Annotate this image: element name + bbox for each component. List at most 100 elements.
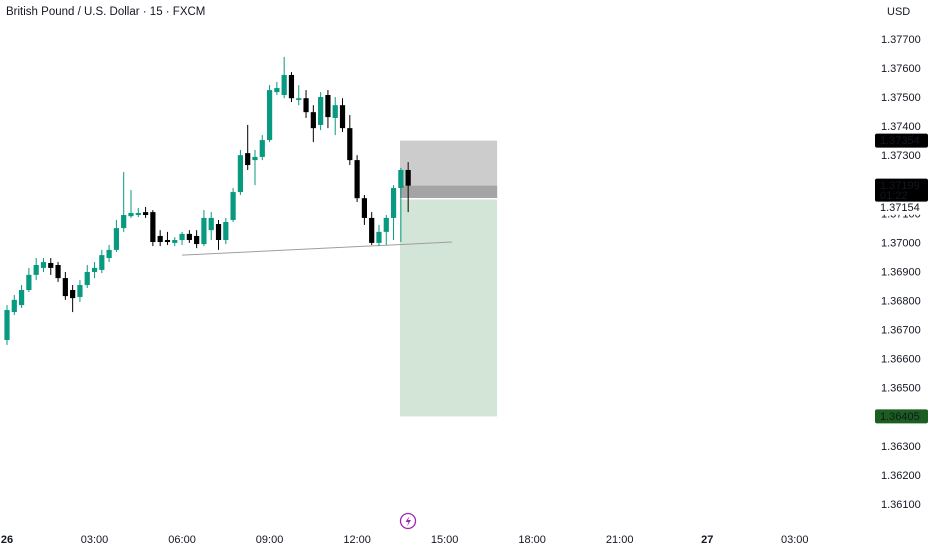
candle-body [40,262,47,268]
candle [128,190,134,218]
candle [347,115,353,166]
candle [208,212,214,241]
stop-zone [399,140,498,199]
y-tick-label: 1.36600 [881,354,921,366]
candle [223,217,229,245]
candle [84,265,90,288]
candle [274,81,280,96]
x-tick-label: 21:00 [606,534,634,546]
last-price-label: 1.37199 [880,180,920,192]
candle-body [194,235,200,245]
candle [179,231,185,245]
candle-body [48,262,54,268]
candle-body [339,105,346,129]
candle-body [266,90,273,141]
candle-body [157,235,163,243]
candle-body [11,299,17,313]
candle-body [245,153,251,166]
candle [11,294,17,315]
candle [230,187,236,222]
candle [398,167,404,243]
candle [106,244,112,263]
candle-body [281,74,287,96]
y-tick-label: 1.36800 [881,296,921,308]
candle [369,212,375,245]
y-tick-label: 1.36300 [881,441,921,453]
y-tick-label: 1.37300 [881,150,921,162]
price-label: 1.37154 [880,202,920,214]
x-tick-label: 03:00 [81,534,109,546]
trend-line [182,241,452,256]
price-label-bg [875,133,928,148]
candle-body [62,278,68,297]
candle-body [4,310,10,340]
candle [201,210,207,247]
candle [288,72,295,102]
candle [172,237,178,247]
candle [215,219,222,250]
candle [113,219,120,252]
candle-body [310,112,316,129]
y-tick-label: 1.36500 [881,383,921,395]
candle [383,215,389,245]
candle [186,230,192,243]
candle [332,97,338,136]
candle-body [26,274,32,290]
y-tick-label: 1.37400 [881,121,921,133]
candle-body [288,74,295,99]
currency: USD [887,6,910,18]
replay-icon[interactable] [399,512,417,530]
candle-body [99,255,105,270]
x-tick-label: 03:00 [781,534,809,546]
candle [99,249,105,274]
candle-body [215,224,222,241]
open-pnl-zone [399,185,498,199]
candle [48,258,54,275]
y-tick-label: 1.36700 [881,325,921,337]
candle-body [179,233,185,241]
y-tick-label: 1.37700 [881,34,921,46]
candle-body [18,289,25,306]
x-tick-label: 18:00 [518,534,546,546]
candle-body [237,155,244,193]
candle [310,105,316,143]
candle-body [230,192,236,220]
candle-body [361,198,367,218]
y-tick-label: 1.36100 [881,499,921,511]
candle-body [150,212,156,243]
candle-body [33,265,39,275]
candle [70,285,76,313]
candle [390,185,397,241]
candle [376,224,382,247]
candle [157,230,163,247]
candle-body [201,217,207,245]
candle [245,124,251,170]
price-label-bg [875,200,928,215]
candle-body [142,212,149,216]
candle [281,56,287,99]
y-tick-label: 1.36900 [881,266,921,278]
candle [121,172,127,232]
y-tick-label: 1.37000 [881,237,921,249]
candle [135,208,141,218]
candle-body [77,285,83,297]
candle-body [128,212,134,217]
candle-body [296,98,302,100]
candle-body [91,267,98,272]
candle-body [376,231,382,243]
candle-body [259,140,265,157]
candle-body [121,215,127,229]
y-tick-label: 1.37500 [881,92,921,104]
candle [26,267,32,293]
candle [33,258,39,281]
candle-body [390,187,397,218]
candle [91,262,98,279]
candle-body [186,233,192,241]
candle-body [347,128,353,161]
candle-body [325,95,331,118]
candle [339,98,346,132]
candle [18,285,25,309]
candle-body [84,271,90,286]
